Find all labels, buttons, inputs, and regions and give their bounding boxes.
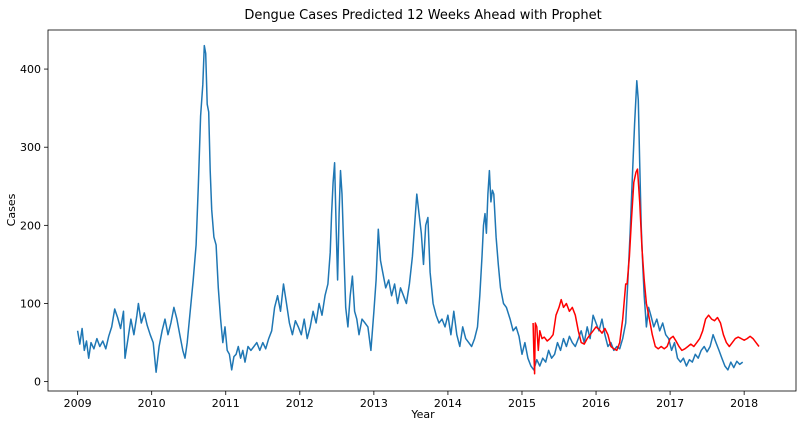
x-tick-label: 2017 (656, 397, 684, 410)
y-axis-label: Cases (5, 193, 18, 226)
x-tick-label: 2009 (64, 397, 92, 410)
x-tick-label: 2013 (360, 397, 388, 410)
y-tick-label: 0 (34, 376, 41, 389)
y-axis: 0 100 200 300 400 (20, 63, 48, 389)
series-layer (76, 44, 760, 375)
x-tick-label: 2016 (582, 397, 610, 410)
x-tick-label: 2010 (138, 397, 166, 410)
x-tick-label: 2018 (730, 397, 758, 410)
x-tick-label: 2011 (212, 397, 240, 410)
x-axis: 2009 2010 2011 2012 2013 2014 2015 2016 2017 2018 (64, 391, 758, 410)
series-line-predicted (532, 168, 760, 375)
x-tick-label: 2012 (286, 397, 314, 410)
y-tick-label: 100 (20, 297, 41, 310)
y-tick-label: 200 (20, 219, 41, 232)
x-axis-label: Year (410, 408, 435, 421)
series-line-actual (76, 44, 744, 373)
y-tick-label: 400 (20, 63, 41, 76)
y-tick-label: 300 (20, 141, 41, 154)
plot-area (47, 29, 797, 392)
chart-title: Dengue Cases Predicted 12 Weeks Ahead wi… (244, 8, 601, 23)
plot-frame (47, 29, 797, 392)
x-tick-label: 2014 (434, 397, 462, 410)
x-tick-label: 2015 (508, 397, 536, 410)
